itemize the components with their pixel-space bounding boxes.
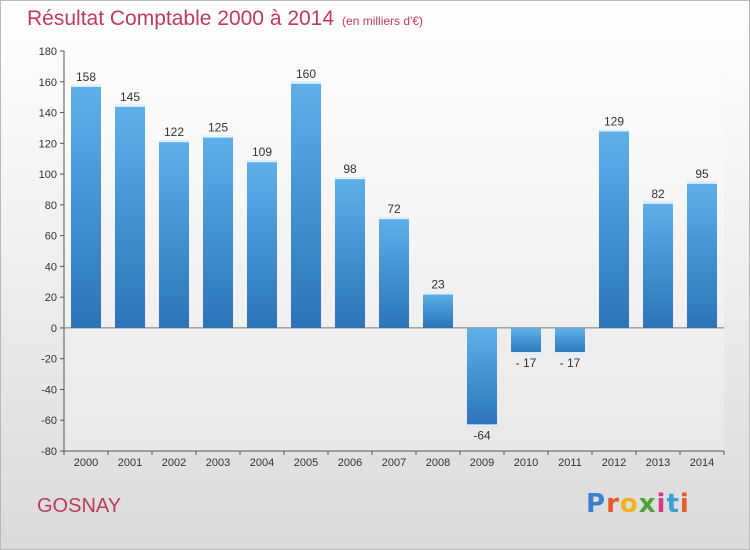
data-label: 98: [343, 162, 357, 176]
x-tick-label: 2003: [206, 457, 230, 469]
bar-highlight: [247, 160, 277, 163]
y-tick-label: 40: [45, 261, 57, 273]
x-tick-label: 2006: [338, 457, 362, 469]
city-name: GOSNAY: [37, 495, 122, 517]
bar-highlight: [335, 177, 365, 180]
bar-highlight: [687, 181, 717, 184]
bar: [467, 327, 497, 427]
bar-highlight: [71, 84, 101, 87]
y-tick-label: 160: [39, 77, 57, 89]
y-tick-label: 140: [39, 108, 57, 120]
x-tick-label: 2010: [514, 457, 538, 469]
brand-letter: r: [606, 489, 620, 519]
proxiti-logo: Proxiti: [586, 489, 690, 519]
bar: [291, 81, 321, 328]
bar-highlight: [467, 424, 497, 427]
y-tick-label: 80: [45, 200, 57, 212]
y-tick-label: 100: [39, 169, 57, 181]
y-tick-label: -60: [41, 415, 57, 427]
x-tick-label: 2005: [294, 457, 318, 469]
brand-letter: i: [679, 489, 690, 519]
bar: [159, 140, 189, 328]
bar-highlight: [291, 81, 321, 84]
brand-letter: x: [638, 489, 657, 519]
data-label: - 17: [516, 356, 537, 370]
x-tick-label: 2000: [74, 457, 98, 469]
bar: [687, 181, 717, 328]
bar-highlight: [379, 217, 409, 220]
bar: [379, 217, 409, 328]
data-label: 122: [164, 125, 184, 139]
brand-letter: P: [586, 489, 607, 519]
data-label: - 17: [560, 356, 581, 370]
bar: [511, 327, 541, 355]
bar: [423, 292, 453, 328]
data-label: 95: [695, 167, 709, 181]
y-tick-label: -80: [41, 446, 57, 458]
bar-highlight: [511, 352, 541, 355]
x-tick-label: 2007: [382, 457, 406, 469]
data-label: 158: [76, 70, 96, 84]
x-tick-label: 2004: [250, 457, 274, 469]
bar-highlight: [423, 292, 453, 295]
y-tick-label: 20: [45, 292, 57, 304]
y-tick-label: 120: [39, 138, 57, 150]
bar: [203, 135, 233, 328]
data-label: 23: [431, 278, 445, 292]
data-label: -64: [473, 428, 491, 442]
bar-highlight: [599, 129, 629, 132]
x-tick-label: 2014: [690, 457, 714, 469]
y-tick-label: 0: [51, 323, 57, 335]
bar: [335, 177, 365, 328]
y-tick-label: -40: [41, 384, 57, 396]
brand-letter: o: [619, 489, 639, 519]
bar-highlight: [555, 352, 585, 355]
data-label: 129: [604, 114, 624, 128]
bar: [71, 84, 101, 328]
x-tick-label: 2011: [558, 457, 582, 469]
x-tick-label: 2001: [118, 457, 142, 469]
data-label: 109: [252, 145, 272, 159]
bar: [115, 104, 145, 328]
x-tick-label: 2002: [162, 457, 186, 469]
data-label: 160: [296, 67, 316, 81]
brand-letter: t: [666, 489, 680, 519]
chart-title: Résultat Comptable 2000 à 2014 (en millie…: [27, 7, 423, 31]
x-tick-label: 2012: [602, 457, 626, 469]
bar-highlight: [115, 104, 145, 107]
bar-highlight: [203, 135, 233, 138]
y-tick-label: -20: [41, 354, 57, 366]
y-tick-label: 60: [45, 231, 57, 243]
bar-highlight: [643, 201, 673, 204]
bar: [643, 201, 673, 328]
data-label: 125: [208, 121, 228, 135]
x-tick-label: 2009: [470, 457, 494, 469]
chart-unit: (en milliers d'€): [342, 14, 424, 28]
chart-title-text: Résultat Comptable 2000 à 2014: [27, 7, 335, 30]
brand-letter: i: [656, 489, 667, 519]
data-label: 72: [387, 202, 401, 216]
data-label: 145: [120, 90, 140, 104]
bar-highlight: [159, 140, 189, 143]
y-tick-label: 180: [39, 46, 57, 58]
data-label: 82: [651, 187, 665, 201]
bar: [247, 160, 277, 328]
bar: [599, 129, 629, 328]
bar: [555, 327, 585, 355]
x-tick-label: 2008: [426, 457, 450, 469]
x-tick-label: 2013: [646, 457, 670, 469]
